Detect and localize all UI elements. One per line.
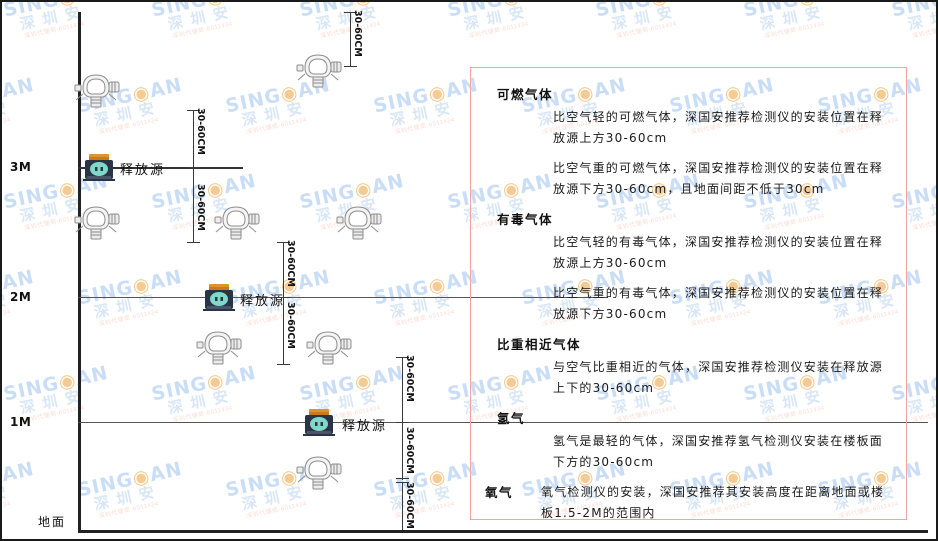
release-source-label-1m: 释放源: [342, 419, 388, 434]
ground-baseline: [78, 530, 928, 533]
dimension-label-top: 30-60CM: [352, 10, 363, 57]
dimension-tick: [344, 66, 357, 67]
gas-detector-icon: [332, 202, 388, 242]
dimension-label-1m-mid: 30-60CM: [404, 427, 415, 474]
gas-detector-icon: [70, 70, 126, 110]
gas-detector-icon: [292, 50, 348, 90]
gas-detector-icon: [192, 327, 248, 367]
panel-section: 氢气氢气是最轻的气体，深国安推荐氢气检测仪安装在楼板面下方的30-60cm: [485, 408, 892, 473]
panel-section-paragraph: 氧气检测仪的安装，深国安推荐其安装高度在距离地面或楼板1.5-2M的范围内: [541, 485, 885, 520]
gas-detector-icon: [210, 202, 266, 242]
dimension-line-1m-upper: [402, 357, 403, 422]
panel-section: 有毒气体比空气轻的有毒气体，深国安推荐检测仪的安装位置在释放源上方30-60cm…: [485, 209, 892, 325]
vertical-axis: [78, 12, 81, 533]
dimension-tick: [277, 242, 290, 243]
release-source-icon: [202, 282, 236, 312]
dimension-tick: [187, 242, 200, 243]
dimension-tick: [187, 110, 200, 111]
panel-section-paragraph: 比空气重的有毒气体，深国安推荐检测仪的安装位置在释放源下方30-60cm: [553, 286, 884, 321]
panel-section-paragraph: 氢气是最轻的气体，深国安推荐氢气检测仪安装在楼板面下方的30-60cm: [553, 434, 884, 469]
panel-section: 氧气 氧气检测仪的安装，深国安推荐其安装高度在距离地面或楼板1.5-2M的范围内: [485, 482, 892, 520]
panel-section-title: 有毒气体: [497, 212, 554, 227]
level-label-2m: 2M: [10, 290, 32, 304]
panel-section-title: 氧气: [485, 485, 514, 500]
level-label-3m: 3M: [10, 160, 32, 174]
dimension-tick: [396, 357, 409, 358]
release-source-icon: [302, 407, 336, 437]
gas-detector-icon: [70, 202, 126, 242]
dimension-line-2m-upper: [283, 242, 284, 297]
level-line-1m: [78, 422, 928, 423]
panel-section-title: 氢气: [497, 411, 526, 426]
dimension-tick: [344, 12, 357, 13]
guidance-panel: 可燃气体比空气轻的可燃气体，深国安推荐检测仪的安装位置在释放源上方30-60cm…: [470, 67, 907, 520]
dimension-tick: [277, 364, 290, 365]
panel-section-title: 可燃气体: [497, 87, 554, 102]
level-line-3m: [78, 167, 243, 169]
dimension-label-1m-lower: 30-60CM: [404, 482, 415, 529]
dimension-label-1m-upper: 30-60CM: [404, 355, 415, 402]
dimension-label-mid-lower: 30-60CM: [195, 184, 206, 231]
panel-section-paragraph: 比空气重的可燃气体，深国安推荐检测仪的安装位置在释放源下方30-60cm，且地面…: [553, 161, 884, 196]
gas-detector-icon: [292, 452, 348, 492]
panel-section-title: 比重相近气体: [497, 337, 582, 352]
dimension-label-2m-upper: 30-60CM: [285, 240, 296, 287]
ground-label: 地面: [38, 515, 67, 529]
panel-section-paragraph: 比空气轻的有毒气体，深国安推荐检测仪的安装位置在释放源上方30-60cm: [553, 235, 884, 270]
panel-section-paragraph: 与空气比重相近的气体，深国安推荐检测仪安装在释放源上下的30-60cm: [553, 360, 884, 395]
release-source-label-3m: 释放源: [120, 163, 166, 178]
dimension-line-2m-lower: [283, 297, 284, 364]
dimension-tick: [396, 478, 409, 479]
dimension-label-mid-upper: 30-60CM: [195, 108, 206, 155]
dimension-line-mid-upper: [193, 110, 194, 167]
panel-section: 比重相近气体与空气比重相近的气体，深国安推荐检测仪安装在释放源上下的30-60c…: [485, 334, 892, 399]
release-source-icon: [82, 152, 116, 182]
release-source-label-2m: 释放源: [240, 294, 286, 309]
dimension-line-top: [350, 12, 351, 66]
dimension-line-1m-lower: [402, 482, 403, 530]
panel-section: 可燃气体比空气轻的可燃气体，深国安推荐检测仪的安装位置在释放源上方30-60cm…: [485, 84, 892, 200]
level-line-2m: [78, 297, 608, 298]
dimension-line-1m-mid: [402, 422, 403, 480]
dimension-label-2m-lower: 30-60CM: [285, 302, 296, 349]
dimension-line-mid-lower: [193, 167, 194, 242]
level-label-1m: 1M: [10, 415, 32, 429]
gas-detector-icon: [302, 327, 358, 367]
panel-section-paragraph: 比空气轻的可燃气体，深国安推荐检测仪的安装位置在释放源上方30-60cm: [553, 110, 884, 145]
